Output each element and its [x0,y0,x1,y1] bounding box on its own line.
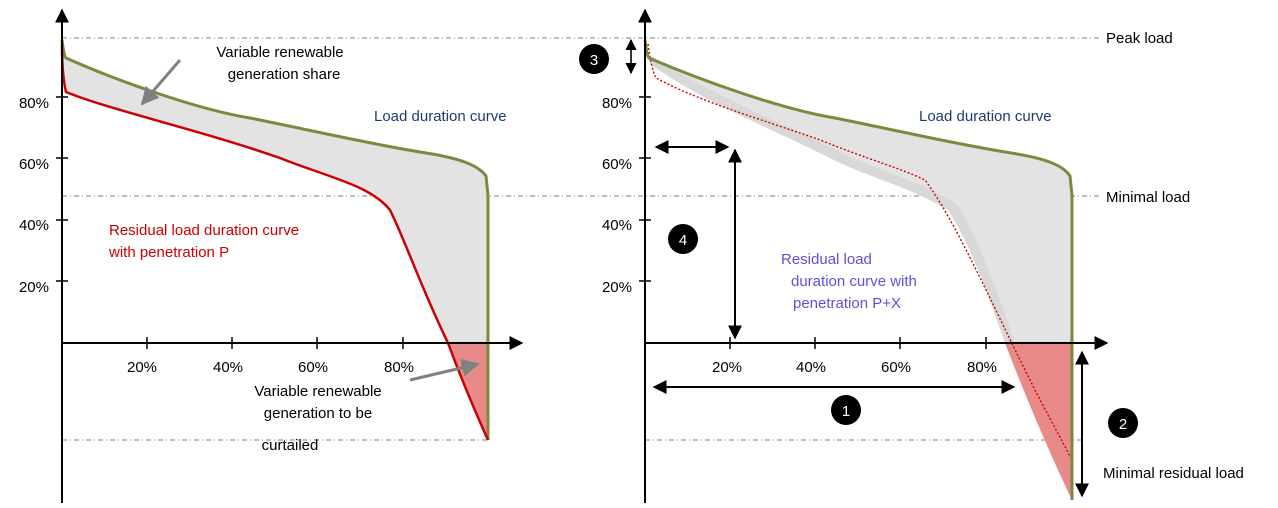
right-panel: 80% 60% 40% 20% 20% 40% 60% 80% Load dur… [579,8,1138,503]
left-x-tick-40: 40% [213,359,243,376]
marker-3-badge [579,44,609,74]
left-y-tick-40: 40% [19,217,49,234]
minimal-residual-load-label: Minimal residual load [1103,465,1244,482]
left-residual-curve [60,43,490,441]
left-load-duration-curve [60,39,490,440]
curtail-label-line-3: curtailed [262,437,319,454]
marker-4-text: 4 [679,232,687,249]
left-y-tick-marks [56,96,68,282]
vre-share-label-line-2: generation share [228,66,341,83]
left-load-curve-label: Load duration curve [374,108,507,125]
marker-1-badge [831,395,861,425]
right-load-duration-curve [643,39,1074,500]
right-x-tick-20: 20% [712,359,742,376]
left-residual-label-line-2: with penetration P [108,244,229,261]
right-x-tick-40: 40% [796,359,826,376]
marker-2-badge [1108,408,1138,438]
right-y-tick-60: 60% [602,156,632,173]
right-previous-residual-curve [647,43,1073,461]
left-x-tick-marks [146,337,404,349]
curtail-label-line-2: generation to be [264,405,372,422]
right-y-tick-40: 40% [602,217,632,234]
left-y-tick-20: 20% [19,279,49,296]
vre-share-pointer [140,59,182,106]
right-residual-label-line-3: penetration P+X [793,295,901,312]
left-y-tick-60: 60% [19,156,49,173]
right-shadow-band [650,56,1072,500]
left-x-tick-20: 20% [127,359,157,376]
left-x-tick-60: 60% [298,359,328,376]
marker-4-badge [668,224,698,254]
left-vre-share-area [62,40,488,343]
right-residual-label-line-2: duration curve with [791,273,917,290]
marker-3-text: 3 [590,52,598,69]
left-residual-label-line-1: Residual load duration curve [109,222,299,239]
marker-1-text: 1 [842,403,850,420]
vre-share-label-line-1: Variable renewable [216,44,343,61]
curtail-label-line-1: Variable renewable [254,383,381,400]
right-load-curve-label: Load duration curve [919,108,1052,125]
right-x-tick-60: 60% [881,359,911,376]
right-curtail-area [1005,343,1072,500]
minimal-load-label: Minimal load [1106,189,1190,206]
left-y-tick-80: 80% [19,95,49,112]
right-residual-label-line-1: Residual load [781,251,872,268]
peak-load-label: Peak load [1106,30,1173,47]
right-y-tick-20: 20% [602,279,632,296]
left-panel: 80% 60% 40% 20% 20% 40% 60% 80% Variable… [19,8,524,503]
marker-2-text: 2 [1119,416,1127,433]
curtail-pointer [409,358,480,382]
right-y-tick-80: 80% [602,95,632,112]
right-y-tick-marks [639,96,651,282]
left-x-tick-80: 80% [384,359,414,376]
right-x-tick-80: 80% [967,359,997,376]
